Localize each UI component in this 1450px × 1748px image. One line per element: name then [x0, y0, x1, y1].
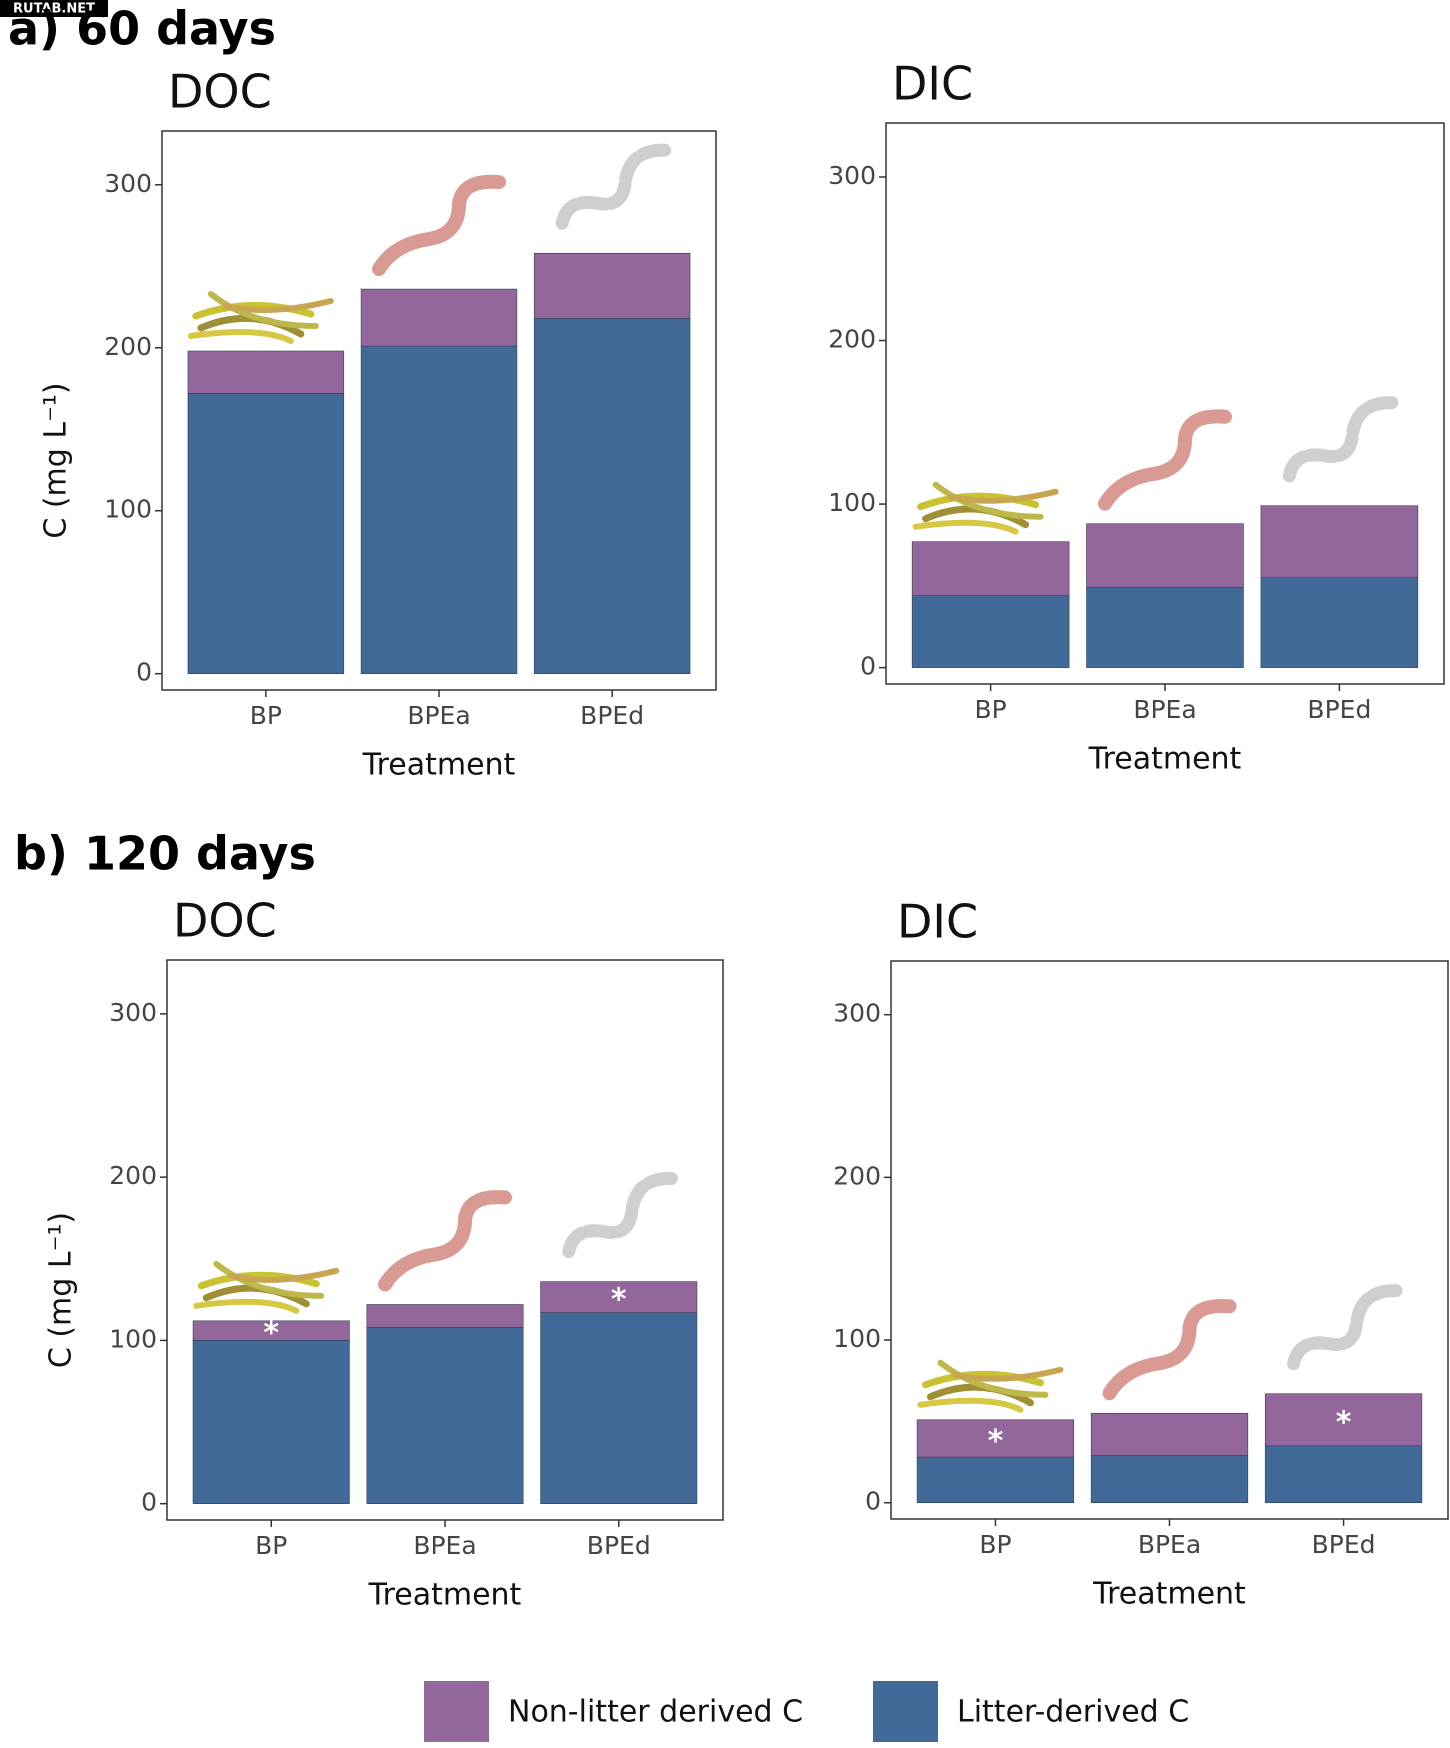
bar-segment: [192, 1340, 350, 1504]
y-tick-label: 300: [828, 161, 876, 190]
icon: [379, 182, 499, 269]
x-axis-label: Treatment: [362, 748, 516, 783]
bar-segment: [187, 393, 345, 675]
x-tick-label: BP: [250, 701, 282, 730]
y-tick-label: 100: [104, 495, 152, 524]
bar-segment: [911, 595, 1070, 668]
y-tick-label: 100: [828, 488, 876, 517]
icon: [920, 1363, 1060, 1410]
legend: Non-litter derived C Litter-derived C: [424, 1681, 1189, 1742]
x-tick-label: BPEd: [1312, 1530, 1376, 1559]
legend-swatch: [873, 1681, 938, 1742]
panel-title: DIC: [897, 895, 978, 949]
bar-segment: [1086, 587, 1244, 668]
y-tick-label: 0: [865, 1487, 881, 1516]
x-tick-label: BP: [255, 1531, 287, 1560]
y-tick-label: 0: [136, 658, 152, 687]
icon: [569, 1179, 674, 1252]
bar-segment: [533, 252, 691, 319]
panel-title: DIC: [892, 57, 973, 111]
bar-segment: [911, 541, 1070, 596]
bar-segment: [1090, 1412, 1249, 1456]
x-tick-label: BPEd: [1307, 695, 1371, 724]
bar-segment: [366, 1304, 524, 1328]
annotation: *: [611, 1283, 627, 1318]
bar-segment: [1260, 505, 1419, 578]
bar-segment: [540, 1281, 698, 1313]
legend-swatch: [424, 1681, 489, 1742]
bar-segment: [1264, 1393, 1423, 1447]
x-tick-label: BP: [975, 695, 1007, 724]
bar-segment: [192, 1320, 350, 1341]
icon: [1294, 1291, 1399, 1364]
icon: [562, 150, 667, 223]
x-tick-label: BPEa: [413, 1531, 476, 1560]
annotation: *: [263, 1316, 279, 1351]
x-axis-label: Treatment: [1092, 1577, 1246, 1612]
bar-segment: [360, 288, 518, 347]
y-tick-label: 100: [833, 1324, 881, 1353]
bar-segment: [1086, 523, 1244, 588]
icon: [1110, 1306, 1230, 1393]
y-axis-label: C (mg L⁻¹): [44, 1212, 79, 1368]
annotation: *: [988, 1424, 1004, 1459]
bar-segment: [916, 1456, 1075, 1504]
x-tick-label: BPEa: [1138, 1530, 1201, 1559]
legend-label: Non-litter derived C: [508, 1695, 803, 1730]
bar-segment: [1264, 1445, 1423, 1504]
y-tick-label: 0: [141, 1488, 157, 1517]
icon: [916, 485, 1056, 532]
y-tick-label: 100: [109, 1324, 157, 1353]
annotation: *: [1336, 1405, 1352, 1440]
x-tick-label: BPEa: [1133, 695, 1196, 724]
x-tick-label: BPEd: [580, 701, 644, 730]
y-tick-label: 0: [860, 652, 876, 681]
y-axis-label: C (mg L⁻¹): [39, 382, 74, 538]
bar-segment: [540, 1312, 698, 1504]
bar-segment: [187, 350, 345, 394]
icon: [385, 1197, 505, 1284]
x-axis-label: Treatment: [368, 1578, 522, 1613]
y-tick-label: 200: [828, 325, 876, 354]
bar-segment: [360, 345, 518, 675]
section-label: b) 120 days: [14, 827, 316, 881]
x-tick-label: BPEa: [407, 701, 470, 730]
legend-label: Litter-derived C: [957, 1695, 1189, 1730]
bar-segment: [1090, 1455, 1249, 1504]
x-axis-label: Treatment: [1088, 742, 1242, 777]
y-tick-label: 200: [104, 332, 152, 361]
x-tick-label: BPEd: [587, 1531, 651, 1560]
y-tick-label: 200: [833, 1161, 881, 1190]
y-tick-label: 300: [109, 998, 157, 1027]
x-tick-label: BP: [979, 1530, 1011, 1559]
watermark-bg: [0, 0, 108, 17]
section-label: a) 60 days: [8, 2, 276, 56]
watermark: RUTAB.NET: [13, 2, 95, 17]
bar-segment: [366, 1327, 524, 1504]
y-tick-label: 200: [109, 1161, 157, 1190]
icon: [1289, 403, 1394, 476]
bar-segment: [916, 1419, 1075, 1458]
bar-segment: [533, 318, 691, 675]
icon: [196, 1264, 336, 1311]
panel-title: DOC: [173, 894, 277, 948]
panel-title: DOC: [168, 65, 272, 119]
icon: [191, 294, 331, 341]
y-tick-label: 300: [104, 169, 152, 198]
bar-segment: [1260, 577, 1419, 668]
y-tick-label: 300: [833, 999, 881, 1028]
icon: [1105, 416, 1225, 503]
